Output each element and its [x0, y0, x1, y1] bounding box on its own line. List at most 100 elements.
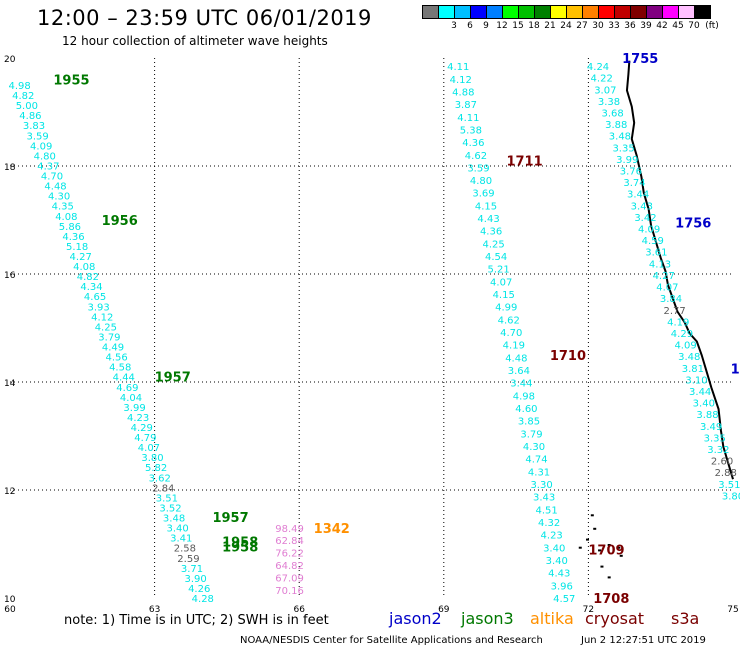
pass-time-label: 1958	[222, 541, 258, 556]
satellite-cryosat: cryosat	[585, 609, 645, 628]
wave-height-value: 3.42	[634, 213, 656, 224]
lon-tick-label: 75	[727, 605, 738, 615]
wave-height-value: 3.99	[616, 155, 638, 166]
wave-height-value: 67.09	[275, 573, 304, 584]
map-grid	[10, 58, 733, 598]
wave-height-value: 4.07	[656, 283, 678, 294]
wave-height-value: 3.85	[518, 417, 540, 428]
pass-time-label: 1956	[102, 214, 138, 229]
wave-height-value: 4.82	[77, 272, 99, 283]
wave-height-value: 4.07	[490, 277, 512, 288]
island	[590, 514, 594, 517]
wave-height-value: 3.40	[546, 556, 568, 567]
wave-height-value: 4.25	[95, 322, 117, 333]
wave-height-value: 2.60	[711, 457, 733, 468]
wave-height-value: 4.29	[671, 329, 693, 340]
wave-height-value: 4.54	[485, 252, 507, 263]
wave-height-value: 3.96	[551, 581, 573, 592]
wave-height-value: 5.00	[16, 101, 38, 112]
legend-label: 6	[467, 21, 473, 31]
wave-height-value: 3.81	[682, 364, 704, 375]
wave-height-value: 3.51	[718, 480, 740, 491]
wave-height-value: 2.88	[715, 468, 737, 479]
lat-tick-label: 10	[4, 595, 16, 605]
axis-tick-labels: 60 63 66 69 72 75 20 18 16 14 12 10	[4, 55, 739, 615]
wave-height-value: 4.74	[525, 455, 547, 466]
island	[578, 546, 582, 549]
wave-height-value: 3.48	[678, 352, 700, 363]
wave-height-value: 3.61	[645, 248, 667, 259]
wave-height-value: 4.36	[462, 138, 484, 149]
altimeter-tracks: 4.984.825.004.863.833.594.094.804.374.70…	[9, 62, 740, 605]
wave-height-value: 3.80	[722, 491, 740, 502]
wave-height-value: 3.99	[123, 403, 145, 414]
wave-height-value: 4.44	[113, 373, 135, 384]
legend-label: 21	[544, 21, 556, 31]
lon-tick-label: 69	[438, 605, 450, 615]
pass-time-label: 1709	[588, 543, 624, 558]
wave-height-value: 3.44	[510, 379, 532, 390]
wave-height-value: 3.59	[467, 163, 489, 174]
pass-time-label: 1342	[314, 522, 350, 537]
wave-height-value: 3.35	[704, 433, 726, 444]
wave-height-value: 4.58	[109, 363, 131, 374]
legend-label: 3	[451, 21, 457, 31]
wave-height-value: 98.49	[275, 524, 304, 535]
legend-labels: 3 6 9 12 15 18 21 24 27 30 33 36 39 42 45 70 (ft)	[422, 19, 719, 31]
wave-height-value: 3.40	[167, 524, 189, 535]
wave-height-value: 4.36	[480, 227, 502, 238]
legend-label: 33	[608, 21, 620, 31]
wave-height-value: 4.30	[48, 192, 70, 203]
wave-height-value: 4.15	[475, 201, 497, 212]
wave-height-value: 3.88	[696, 410, 718, 421]
pass-time-label: 1711	[506, 155, 542, 170]
wave-height-value: 4.43	[548, 569, 570, 580]
wave-height-value: 4.80	[470, 176, 492, 187]
island	[619, 554, 623, 557]
wave-height-value: 5.82	[145, 463, 167, 474]
legend-label: 70	[688, 21, 700, 31]
wave-height-value: 4.69	[116, 383, 138, 394]
wave-height-value: 3.79	[98, 332, 120, 343]
wave-height-value: 4.25	[482, 239, 504, 250]
wave-height-value: 4.62	[498, 315, 520, 326]
legend-label: 15	[512, 21, 524, 31]
satellite-jason2: jason2	[389, 609, 442, 628]
wave-height-value: 3.38	[598, 97, 620, 108]
legend-label: 39	[640, 21, 652, 31]
wave-height-value: 4.98	[513, 391, 535, 402]
wave-height-value: 4.30	[523, 442, 545, 453]
wave-height-value: 64.82	[275, 561, 304, 572]
wave-height-value: 3.76	[620, 167, 642, 178]
wave-height-value: 4.31	[528, 467, 550, 478]
wave-height-value: 4.11	[447, 62, 469, 73]
wave-height-value: 3.80	[141, 453, 163, 464]
wave-height-value: 3.64	[508, 366, 530, 377]
lat-tick-label: 20	[4, 55, 16, 65]
wave-height-value: 4.08	[73, 262, 95, 273]
wave-height-value: 3.84	[660, 294, 682, 305]
coastline	[578, 60, 734, 579]
pass-time-label: 1	[731, 363, 740, 378]
satellite-altika: altika	[530, 609, 574, 628]
wave-height-value: 4.70	[41, 172, 63, 183]
wave-height-value: 5.18	[66, 242, 88, 253]
lat-tick-label: 12	[4, 487, 15, 497]
wave-height-value: 2.84	[152, 483, 174, 494]
wave-height-value: 4.79	[134, 433, 156, 444]
wave-height-value: 4.29	[131, 423, 153, 434]
legend-label: 24	[560, 21, 572, 31]
wave-height-value: 3.71	[181, 564, 203, 575]
timestamp: Jun 2 12:27:51 UTC 2019	[581, 635, 706, 646]
legend-label: 27	[576, 21, 588, 31]
wave-height-value: 3.69	[472, 189, 494, 200]
island	[607, 544, 611, 546]
wave-height-value: 2.59	[177, 554, 199, 565]
wave-height-value: 4.22	[591, 74, 613, 85]
wave-height-value: 4.27	[653, 271, 675, 282]
wave-height-value: 4.56	[105, 353, 127, 364]
wave-height-value: 3.30	[530, 480, 552, 491]
wave-height-value: 3.43	[631, 201, 653, 212]
wave-height-value: 3.87	[455, 100, 477, 111]
lon-tick-label: 63	[149, 605, 160, 615]
